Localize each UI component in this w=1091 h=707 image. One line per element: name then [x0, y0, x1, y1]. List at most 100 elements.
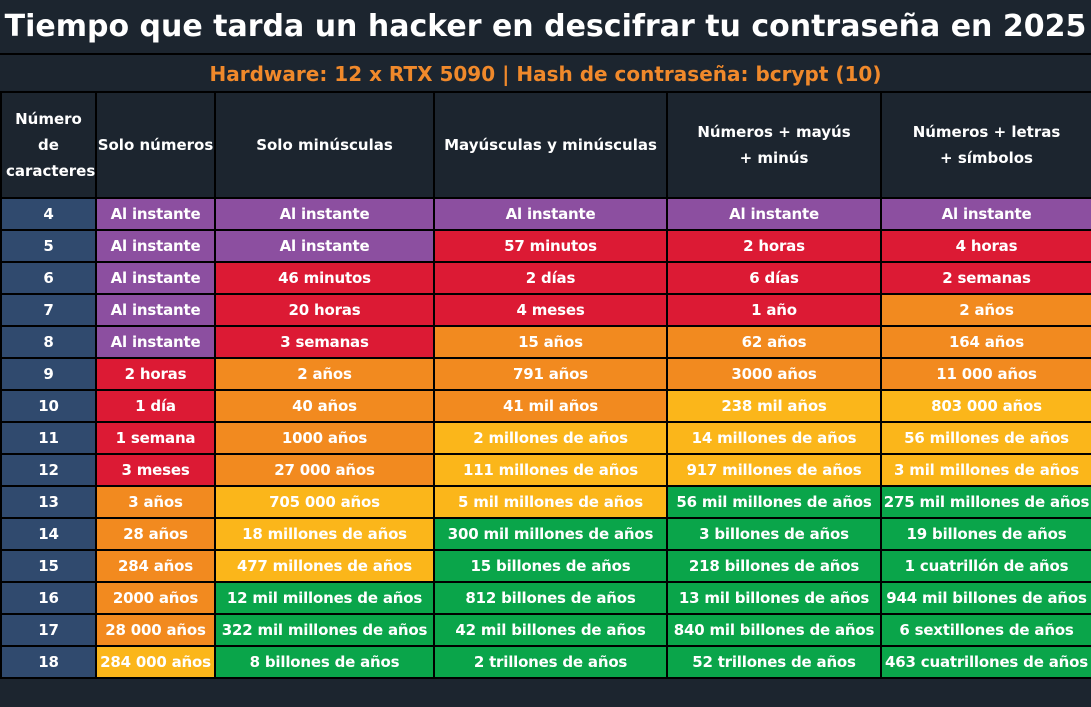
time-cell-numbers-only: Al instante [95, 293, 216, 327]
time-cell-numbers-only: 284 años [95, 549, 216, 583]
header-numbers-letters-symbols: Números + letras + símbolos [880, 91, 1091, 199]
time-cell-numbers-upper-lower: Al instante [666, 197, 882, 231]
header-numbers-upper-lower: Números + mayús + minús [666, 91, 882, 199]
time-cell-lowercase-only: 40 años [214, 389, 435, 423]
time-cell-upper-lower: 57 minutos [433, 229, 668, 263]
time-cell-numbers-only: Al instante [95, 197, 216, 231]
time-cell-numbers-letters-symbols: 3 mil millones de años [880, 453, 1091, 487]
table-row: 11 1 semana 1000 años 2 millones de años 14 … [0, 421, 1091, 455]
time-cell-upper-lower: 42 mil billones de años [433, 613, 668, 647]
header-lowercase-only: Solo minúsculas [214, 91, 435, 199]
time-cell-lowercase-only: 46 minutos [214, 261, 435, 295]
time-cell-lowercase-only: 8 billones de años [214, 645, 435, 679]
header-numbers-only: Solo números [95, 91, 216, 199]
table-row: 8 Al instante 3 semanas 15 años 62 años 164 a… [0, 325, 1091, 359]
length-cell: 14 [0, 517, 97, 551]
table-row: 14 28 años 18 millones de años 300 mil mill… [0, 517, 1091, 551]
time-cell-numbers-upper-lower: 218 billones de años [666, 549, 882, 583]
time-cell-numbers-letters-symbols: 19 billones de años [880, 517, 1091, 551]
time-cell-numbers-upper-lower: 2 horas [666, 229, 882, 263]
time-cell-numbers-upper-lower: 917 millones de años [666, 453, 882, 487]
time-cell-lowercase-only: 18 millones de años [214, 517, 435, 551]
time-cell-numbers-only: 28 000 años [95, 613, 216, 647]
table-row: 12 3 meses 27 000 años 111 millones de años… [0, 453, 1091, 487]
time-cell-numbers-only: 3 años [95, 485, 216, 519]
time-cell-lowercase-only: 322 mil millones de años [214, 613, 435, 647]
table-row: 4 Al instante Al instante Al instante Al ins… [0, 197, 1091, 231]
time-cell-numbers-letters-symbols: 2 años [880, 293, 1091, 327]
time-cell-numbers-upper-lower: 56 mil millones de años [666, 485, 882, 519]
header-upper-lower: Mayúsculas y minúsculas [433, 91, 668, 199]
time-cell-lowercase-only: 12 mil millones de años [214, 581, 435, 615]
time-cell-numbers-upper-lower: 13 mil billones de años [666, 581, 882, 615]
time-cell-upper-lower: 41 mil años [433, 389, 668, 423]
time-cell-numbers-letters-symbols: 11 000 años [880, 357, 1091, 391]
time-cell-numbers-letters-symbols: Al instante [880, 197, 1091, 231]
time-cell-numbers-only: 3 meses [95, 453, 216, 487]
length-cell: 11 [0, 421, 97, 455]
time-cell-lowercase-only: 705 000 años [214, 485, 435, 519]
header-length: Número de caracteres [0, 91, 97, 199]
time-cell-lowercase-only: 477 millones de años [214, 549, 435, 583]
time-cell-numbers-upper-lower: 840 mil billones de años [666, 613, 882, 647]
length-cell: 10 [0, 389, 97, 423]
time-cell-numbers-upper-lower: 52 trillones de años [666, 645, 882, 679]
table-row: 5 Al instante Al instante 57 minutos 2 horas… [0, 229, 1091, 263]
time-cell-numbers-letters-symbols: 164 años [880, 325, 1091, 359]
chart-title: Tiempo que tarda un hacker en descifrar … [0, 0, 1091, 53]
table-row: 6 Al instante 46 minutos 2 días 6 días 2 sema… [0, 261, 1091, 295]
time-cell-lowercase-only: 1000 años [214, 421, 435, 455]
time-cell-upper-lower: 15 billones de años [433, 549, 668, 583]
time-cell-numbers-letters-symbols: 803 000 años [880, 389, 1091, 423]
time-cell-lowercase-only: 3 semanas [214, 325, 435, 359]
time-cell-numbers-letters-symbols: 4 horas [880, 229, 1091, 263]
time-cell-upper-lower: 4 meses [433, 293, 668, 327]
length-cell: 8 [0, 325, 97, 359]
time-cell-numbers-upper-lower: 1 año [666, 293, 882, 327]
time-cell-upper-lower: 812 billones de años [433, 581, 668, 615]
header-row: Número de caracteres Solo números Solo m… [0, 91, 1091, 199]
table-row: 17 28 000 años 322 mil millones de años 42 … [0, 613, 1091, 647]
time-cell-lowercase-only: 20 horas [214, 293, 435, 327]
length-cell: 16 [0, 581, 97, 615]
length-cell: 4 [0, 197, 97, 231]
time-cell-upper-lower: 5 mil millones de años [433, 485, 668, 519]
length-cell: 13 [0, 485, 97, 519]
time-cell-upper-lower: 15 años [433, 325, 668, 359]
time-cell-numbers-upper-lower: 6 días [666, 261, 882, 295]
table-row: 7 Al instante 20 horas 4 meses 1 año 2 años [0, 293, 1091, 327]
table-row: 16 2000 años 12 mil millones de años 812 bi… [0, 581, 1091, 615]
time-cell-numbers-letters-symbols: 1 cuatrillón de años [880, 549, 1091, 583]
time-cell-numbers-upper-lower: 3 billones de años [666, 517, 882, 551]
time-cell-upper-lower: 2 trillones de años [433, 645, 668, 679]
time-cell-numbers-upper-lower: 238 mil años [666, 389, 882, 423]
time-cell-numbers-only: 1 día [95, 389, 216, 423]
time-cell-lowercase-only: 2 años [214, 357, 435, 391]
time-cell-numbers-only: 1 semana [95, 421, 216, 455]
time-cell-numbers-letters-symbols: 6 sextillones de años [880, 613, 1091, 647]
table-body: 4 Al instante Al instante Al instante Al ins… [0, 197, 1091, 679]
length-cell: 9 [0, 357, 97, 391]
time-cell-upper-lower: 111 millones de años [433, 453, 668, 487]
table-row: 15 284 años 477 millones de años 15 billone… [0, 549, 1091, 583]
time-cell-numbers-upper-lower: 62 años [666, 325, 882, 359]
length-cell: 18 [0, 645, 97, 679]
crack-time-table: Número de caracteres Solo números Solo m… [0, 91, 1091, 679]
time-cell-numbers-letters-symbols: 56 millones de años [880, 421, 1091, 455]
time-cell-numbers-letters-symbols: 275 mil millones de años [880, 485, 1091, 519]
time-cell-numbers-only: Al instante [95, 325, 216, 359]
time-cell-lowercase-only: Al instante [214, 229, 435, 263]
time-cell-lowercase-only: Al instante [214, 197, 435, 231]
length-cell: 15 [0, 549, 97, 583]
time-cell-numbers-only: 284 000 años [95, 645, 216, 679]
length-cell: 17 [0, 613, 97, 647]
table-row: 18 284 000 años 8 billones de años 2 trillo… [0, 645, 1091, 679]
time-cell-numbers-letters-symbols: 463 cuatrillones de años [880, 645, 1091, 679]
length-cell: 5 [0, 229, 97, 263]
time-cell-upper-lower: Al instante [433, 197, 668, 231]
time-cell-upper-lower: 791 años [433, 357, 668, 391]
length-cell: 12 [0, 453, 97, 487]
chart-subtitle: Hardware: 12 x RTX 5090 | Hash de contra… [0, 53, 1091, 91]
